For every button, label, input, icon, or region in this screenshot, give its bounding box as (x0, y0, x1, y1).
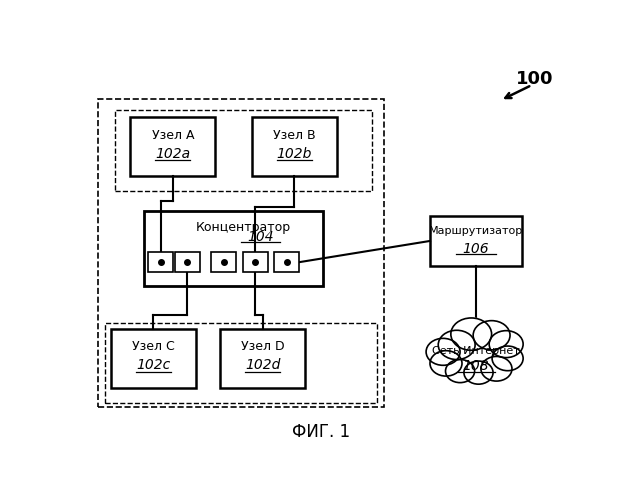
Circle shape (426, 338, 460, 365)
Bar (175, 252, 200, 272)
Bar (98, 98, 384, 406)
Bar (111, 328, 196, 388)
Text: Узел D: Узел D (241, 340, 284, 353)
Circle shape (481, 356, 512, 381)
Bar (252, 117, 337, 176)
Text: Узел А: Узел А (151, 128, 194, 141)
Text: Сеть Интернет: Сеть Интернет (432, 346, 520, 356)
Bar (220, 328, 305, 388)
Text: 102c: 102c (136, 358, 170, 372)
Circle shape (492, 346, 523, 370)
Bar (130, 117, 215, 176)
Circle shape (473, 320, 510, 350)
Circle shape (446, 360, 475, 382)
Text: Концентратор: Концентратор (196, 221, 290, 234)
Bar (430, 216, 522, 266)
Text: ФИГ. 1: ФИГ. 1 (292, 422, 350, 440)
Text: Маршрутизатор: Маршрутизатор (429, 226, 523, 236)
Text: 102a: 102a (155, 146, 190, 160)
Circle shape (438, 330, 475, 360)
Text: Узел С: Узел С (132, 340, 175, 353)
Text: 100: 100 (516, 70, 553, 88)
Circle shape (489, 330, 523, 357)
Text: 106: 106 (463, 242, 490, 256)
Bar (243, 252, 268, 272)
Bar (274, 252, 299, 272)
Text: 102b: 102b (277, 146, 312, 160)
Bar (148, 252, 173, 272)
Ellipse shape (439, 324, 513, 382)
Circle shape (430, 350, 462, 376)
Text: Узел B: Узел B (273, 128, 316, 141)
Bar (115, 110, 372, 191)
Bar (144, 211, 323, 286)
Bar (105, 322, 377, 404)
Text: 104: 104 (247, 230, 274, 244)
Circle shape (464, 361, 493, 384)
Text: 108: 108 (463, 359, 490, 373)
Bar (211, 252, 237, 272)
Text: 102d: 102d (245, 358, 280, 372)
Circle shape (451, 318, 491, 350)
